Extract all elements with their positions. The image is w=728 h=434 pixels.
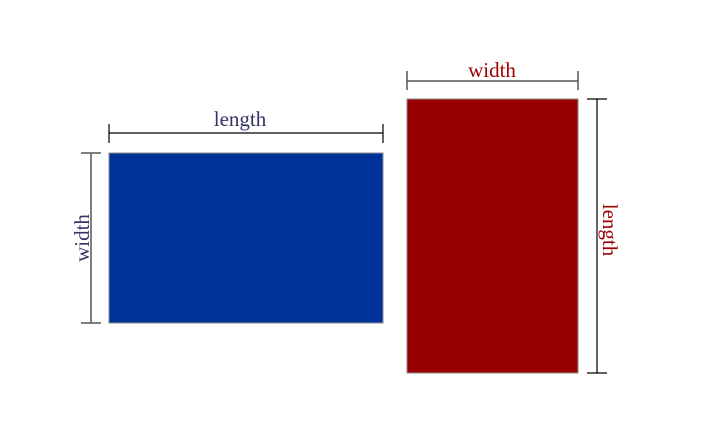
portrait-width-label: width	[468, 58, 516, 82]
landscape-rectangle-group: length width	[70, 107, 384, 324]
length-dimension-line	[108, 124, 384, 143]
landscape-rectangle	[108, 152, 384, 324]
portrait-rectangle	[406, 98, 579, 374]
width-dimension-line	[406, 71, 579, 90]
landscape-width-label: width	[70, 214, 94, 262]
width-dimension-line	[81, 152, 101, 324]
landscape-length-label: length	[214, 107, 267, 131]
portrait-rectangle-group: width length	[406, 58, 622, 374]
portrait-length-label: length	[598, 204, 622, 257]
length-dimension-line	[587, 98, 607, 374]
